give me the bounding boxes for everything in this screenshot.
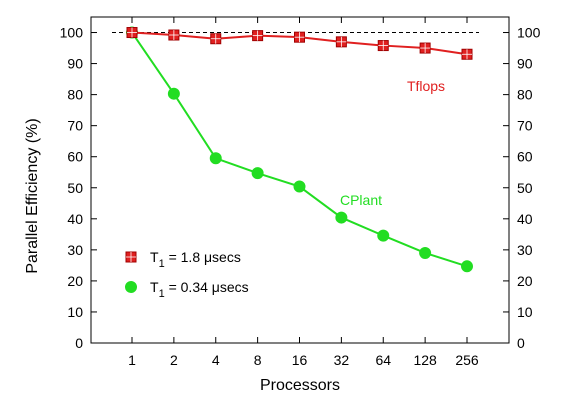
data-point: [209, 152, 222, 165]
x-axis-label: Processors: [260, 377, 340, 394]
y-tick-label-right: 60: [517, 149, 533, 165]
y-tick-label-left: 90: [67, 56, 83, 72]
x-tick-label: 1: [128, 352, 136, 368]
legend-entry: T1 = 1.8 μsecs: [125, 249, 241, 270]
x-tick-label: 16: [292, 352, 308, 368]
x-tick-label: 32: [334, 352, 350, 368]
series-label-cplant: CPlant: [340, 192, 382, 208]
y-tick-label-right: 70: [517, 118, 533, 134]
x-tick-label: 4: [212, 352, 220, 368]
y-tick-label-right: 20: [517, 273, 533, 289]
x-tick-label: 256: [455, 352, 479, 368]
x-tick-label: 8: [254, 352, 262, 368]
y-tick-label-right: 80: [517, 87, 533, 103]
chart-ticks: 0 0 10 10 20 20 30 30 40 40 50 50 60 60 70 70 80 80 90 90 10…: [60, 17, 541, 368]
y-tick-label-right: 30: [517, 242, 533, 258]
x-tick-label: 128: [413, 352, 437, 368]
y-tick-label-right: 90: [517, 56, 533, 72]
legend-label: T1 = 1.8 μsecs: [150, 249, 241, 270]
data-point: [419, 246, 432, 259]
x-tick-label: 64: [375, 352, 391, 368]
legend-label: T1 = 0.34 μsecs: [150, 279, 249, 300]
y-tick-label-right: 50: [517, 180, 533, 196]
y-tick-label-left: 20: [67, 273, 83, 289]
y-tick-label-right: 40: [517, 211, 533, 227]
data-point: [125, 281, 137, 293]
y-tick-label-left: 100: [60, 25, 84, 41]
y-tick-label-left: 40: [67, 211, 83, 227]
series-cplant: [126, 26, 473, 273]
y-tick-label-left: 80: [67, 87, 83, 103]
y-tick-label-right: 10: [517, 304, 533, 320]
series-label-tflops: Tflops: [407, 78, 445, 94]
chart-legend: T1 = 1.8 μsecs T1 = 0.34 μsecs: [125, 249, 249, 300]
y-axis-label: Parallel Efficiency (%): [24, 118, 41, 273]
y-tick-label-left: 70: [67, 118, 83, 134]
series-labels: Tflops CPlant: [340, 78, 445, 208]
series-line: [131, 31, 468, 268]
legend-entry: T1 = 0.34 μsecs: [125, 279, 249, 300]
y-tick-label-left: 0: [75, 335, 83, 351]
data-point: [167, 87, 180, 100]
y-tick-label-right: 100: [517, 25, 541, 41]
data-point: [377, 229, 390, 242]
y-tick-label-right: 0: [517, 335, 525, 351]
y-tick-label-left: 10: [67, 304, 83, 320]
chart-series: [126, 26, 473, 273]
data-point: [461, 260, 473, 273]
data-point: [251, 167, 264, 180]
y-tick-label-left: 30: [67, 242, 83, 258]
y-tick-label-left: 60: [67, 149, 83, 165]
data-point: [335, 211, 348, 224]
y-tick-label-left: 50: [67, 180, 83, 196]
series-tflops: [126, 27, 473, 60]
data-point: [293, 180, 306, 193]
x-tick-label: 2: [170, 352, 178, 368]
